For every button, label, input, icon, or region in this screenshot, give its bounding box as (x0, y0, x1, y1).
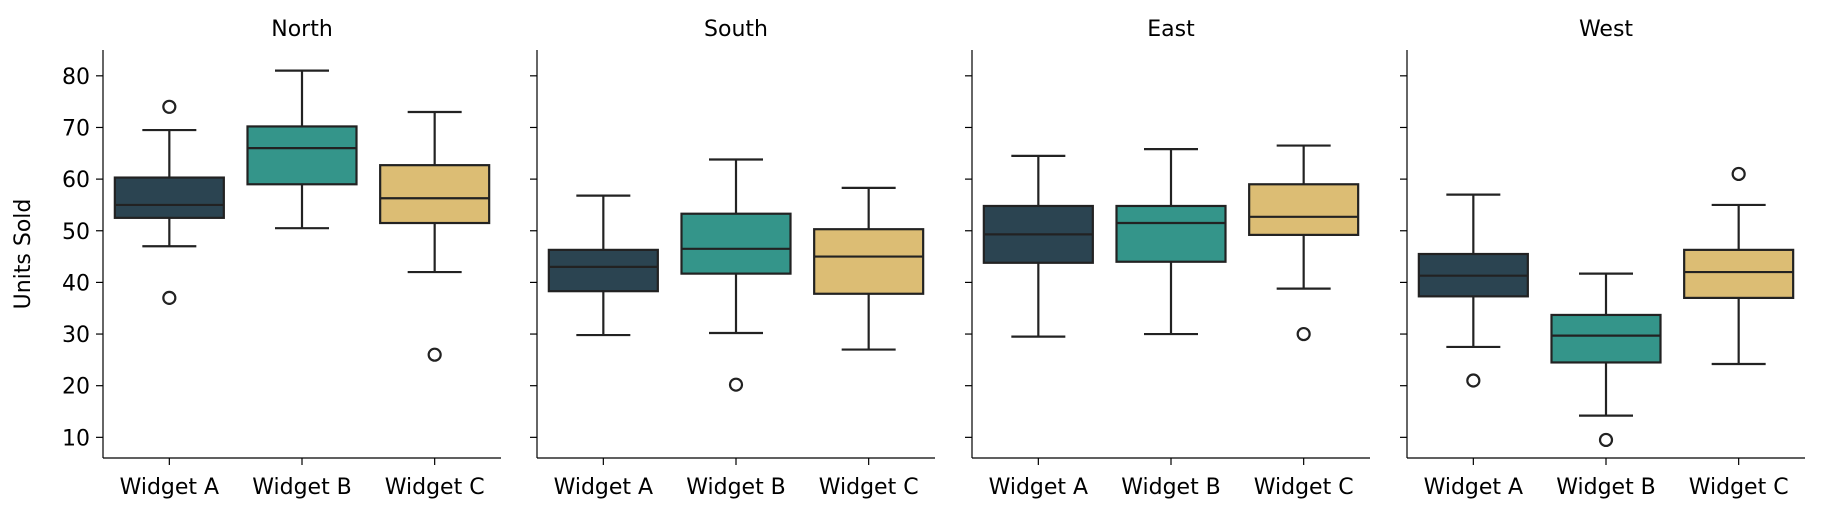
outlier-point (162, 99, 177, 114)
iqr-box (813, 228, 925, 295)
iqr-box (1683, 248, 1795, 299)
outlier-point (1731, 166, 1746, 182)
x-tick-label: Widget A (120, 475, 220, 500)
iqr-box (1115, 204, 1227, 263)
iqr-box (547, 248, 659, 293)
y-tick-label: 80 (62, 65, 90, 90)
panel-south: South Widget A Widget B Widget C (530, 17, 935, 500)
x-tick-label: Widget A (554, 475, 654, 500)
y-tick-label: 50 (62, 220, 90, 245)
box-widget-c: Widget C (1248, 144, 1360, 500)
panel-title: South (704, 17, 768, 42)
outlier-point (427, 347, 442, 362)
panel-west: West Widget A Widget B Widget C (1400, 17, 1805, 500)
panel-east: East Widget A Widget B Widget C (965, 17, 1370, 500)
iqr-box (1248, 183, 1360, 236)
y-tick-label: 30 (62, 323, 90, 348)
outlier-point (1296, 326, 1311, 342)
panel-title: North (271, 17, 333, 42)
box-widget-b: Widget B (1115, 148, 1227, 500)
panel-title: West (1579, 17, 1633, 42)
box-widget-c: Widget C (813, 186, 925, 500)
outlier-point (728, 377, 744, 392)
x-tick-label: Widget B (252, 475, 352, 500)
y-tick-label: 60 (62, 168, 90, 193)
x-tick-label: Widget C (819, 475, 919, 500)
y-tick-label: 10 (62, 426, 90, 451)
outlier-point (1598, 432, 1614, 448)
x-tick-label: Widget A (1424, 475, 1524, 500)
iqr-box (379, 164, 491, 225)
panels: North 10 20 30 40 50 60 70 80 Widget A Widget B Wid… (62, 17, 1805, 500)
box-widget-a: Widget A (547, 194, 659, 500)
box-widget-c: Widget C (1683, 166, 1795, 500)
box-widget-a: Widget A (113, 99, 225, 500)
outlier-point (162, 290, 177, 305)
box-widget-a: Widget A (982, 154, 1094, 500)
box-widget-a: Widget A (1417, 193, 1529, 500)
y-tick-label: 40 (62, 271, 90, 296)
box-widget-b: Widget B (680, 158, 792, 500)
panel-title: East (1147, 17, 1195, 42)
x-tick-label: Widget B (1556, 475, 1656, 500)
x-tick-label: Widget B (1121, 475, 1221, 500)
iqr-box (1550, 313, 1662, 364)
y-axis-label: Units Sold (11, 199, 36, 310)
box-widget-c: Widget C (379, 110, 491, 500)
outlier-point (1466, 373, 1481, 388)
box-widget-b: Widget B (246, 69, 358, 500)
x-tick-label: Widget C (1254, 475, 1354, 500)
x-tick-label: Widget A (989, 475, 1089, 500)
iqr-box (113, 176, 225, 219)
x-tick-label: Widget B (686, 475, 786, 500)
panel-north: North 10 20 30 40 50 60 70 80 Widget A Widget B Wid… (62, 17, 501, 500)
iqr-box (680, 212, 792, 275)
y-tick-label: 20 (62, 375, 90, 400)
x-tick-label: Widget C (385, 475, 485, 500)
x-tick-label: Widget C (1689, 475, 1789, 500)
iqr-box (246, 125, 358, 186)
box-widget-b: Widget B (1550, 272, 1662, 500)
y-tick-label: 70 (62, 116, 90, 141)
